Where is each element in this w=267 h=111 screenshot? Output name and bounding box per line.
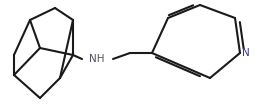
Text: N: N <box>242 48 250 58</box>
Text: NH: NH <box>89 54 105 64</box>
